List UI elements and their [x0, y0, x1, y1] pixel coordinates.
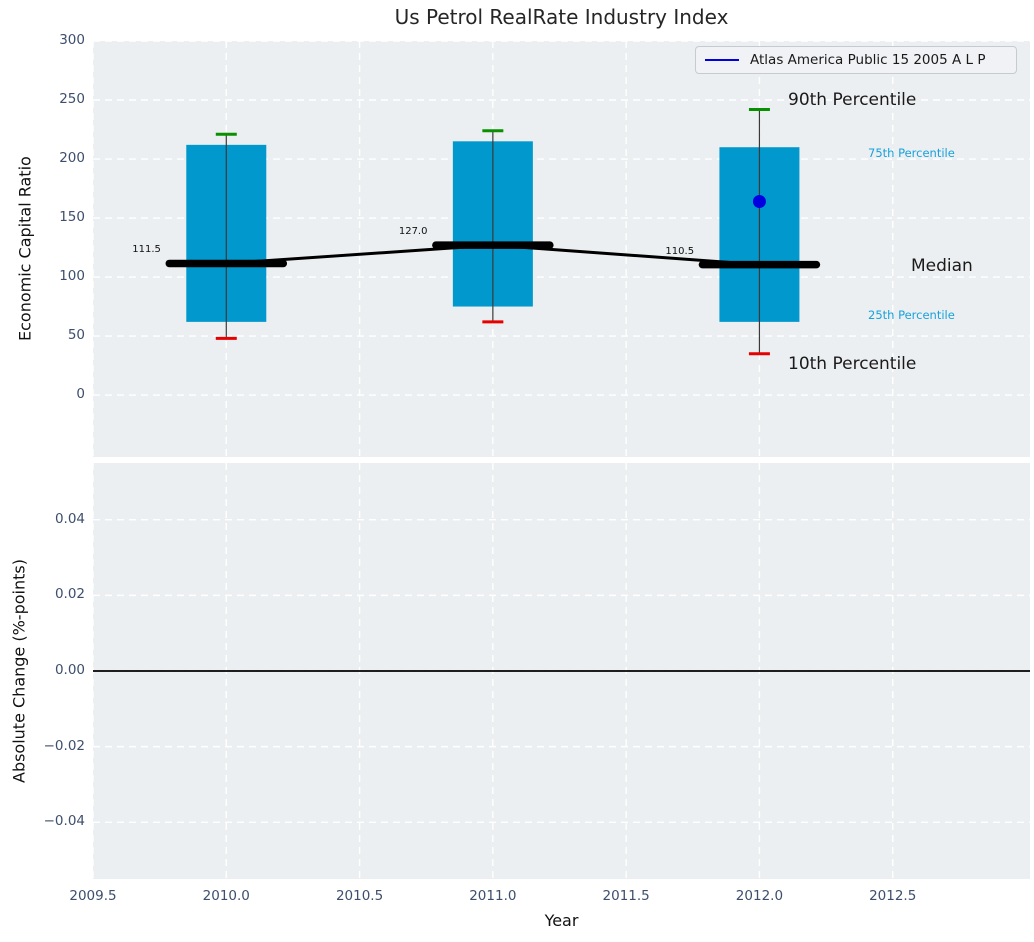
y-tick-label-top: 100 — [59, 268, 85, 285]
annotation-10th-percentile: 10th Percentile — [788, 354, 917, 374]
x-tick-label: 2009.5 — [69, 888, 117, 904]
y-tick-label-bottom: 0.02 — [54, 586, 85, 603]
annotation-90th-percentile: 90th Percentile — [788, 90, 917, 110]
x-tick-label: 2010.0 — [202, 888, 250, 904]
median-value-label: 111.5 — [132, 244, 161, 256]
y-tick-label-top: 0 — [76, 386, 85, 403]
annotation-25th-percentile: 25th Percentile — [868, 308, 955, 322]
y-tick-label-top: 50 — [67, 327, 85, 344]
x-tick-label: 2012.5 — [869, 888, 917, 904]
y-tick-label-bottom: 0.00 — [54, 662, 85, 678]
median-value-label: 110.5 — [665, 245, 695, 257]
y-tick-label-bottom: −0.04 — [43, 813, 85, 830]
legend-label: Atlas America Public 15 2005 A L P — [750, 52, 986, 68]
x-tick-label: 2012.0 — [735, 888, 784, 904]
x-tick-label: 2011.0 — [469, 888, 517, 904]
series-data-point — [752, 194, 766, 208]
legend-line-swatch — [705, 59, 739, 61]
x-tick-label: 2010.5 — [335, 888, 384, 904]
chart-title: Us Petrol RealRate Industry Index — [394, 5, 729, 29]
x-axis-label: Year — [544, 911, 579, 930]
y-tick-label-top: 250 — [59, 91, 85, 107]
y-tick-label-top: 150 — [59, 209, 85, 226]
annotation-75th-percentile: 75th Percentile — [868, 146, 955, 160]
legend: Atlas America Public 15 2005 A L P — [695, 46, 1017, 74]
annotation-median: Median — [911, 256, 973, 276]
y-tick-label-bottom: −0.02 — [43, 737, 85, 754]
median-value-label: 127.0 — [398, 226, 428, 238]
y-tick-label-top: 200 — [59, 150, 85, 166]
y-tick-label-bottom: 0.04 — [54, 510, 85, 527]
y-tick-label-top: 300 — [59, 32, 85, 48]
x-tick-label: 2011.5 — [602, 888, 650, 904]
